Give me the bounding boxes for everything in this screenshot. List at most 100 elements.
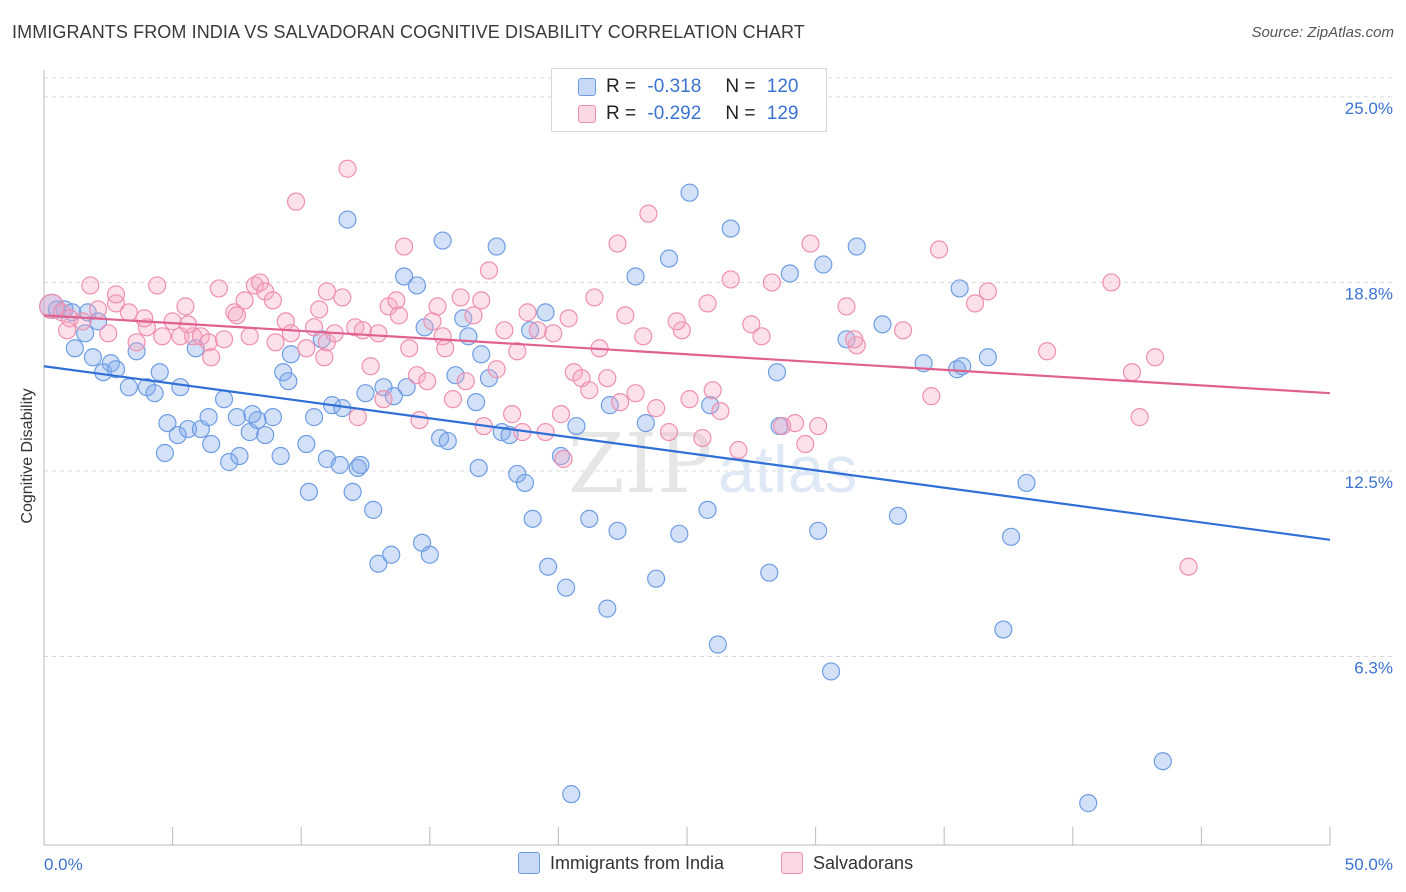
salvadoran-point xyxy=(1037,342,1057,361)
india-point xyxy=(214,390,234,409)
salvadoran-point xyxy=(456,372,475,391)
salvadoran-point xyxy=(286,192,306,211)
salvadoran-point xyxy=(240,327,259,346)
india-point xyxy=(994,620,1013,639)
salvadoran-point xyxy=(214,330,234,349)
salvadoran-point xyxy=(119,303,138,322)
salvadoran-point xyxy=(667,312,686,331)
salvadoran-point xyxy=(672,321,691,340)
salvadoran-point xyxy=(647,399,666,418)
india-point xyxy=(466,393,486,412)
india-point xyxy=(523,509,542,528)
r-label: R = xyxy=(606,103,637,124)
india-point xyxy=(1017,473,1036,493)
salvadoran-point xyxy=(929,240,949,259)
salvadoran-point xyxy=(436,339,455,358)
india-point xyxy=(230,446,249,466)
india-point xyxy=(647,569,666,588)
legend-item-salvadoran[interactable]: Salvadorans xyxy=(781,852,913,874)
salvadoran-point xyxy=(443,390,463,409)
india-point xyxy=(227,408,246,427)
salvadoran-point xyxy=(225,303,244,322)
india-point xyxy=(809,521,828,540)
salvadoran-point xyxy=(281,324,301,343)
india-point xyxy=(539,557,558,576)
salvadoran-point xyxy=(580,381,599,400)
india-point xyxy=(670,524,689,543)
salvadoran-point xyxy=(99,324,118,343)
salvadoran-point xyxy=(801,234,820,253)
legend-row-salvadoran: R = -0.292 N = 129 xyxy=(578,102,798,126)
salvadoran-point xyxy=(503,405,522,424)
salvadoran-point xyxy=(472,291,491,310)
salvadoran-point xyxy=(418,372,437,391)
india-point xyxy=(888,506,908,525)
salvadoran-point xyxy=(616,306,635,325)
salvadoran-point xyxy=(1102,273,1121,292)
y-tick-label: 25.0% xyxy=(1345,99,1393,118)
salvadoran-point xyxy=(608,234,627,253)
salvadoran-point xyxy=(400,339,419,358)
india-point xyxy=(521,321,540,340)
salvadoran-swatch xyxy=(578,105,596,123)
x-tick-label-min: 0.0% xyxy=(44,855,83,874)
india-point xyxy=(199,408,218,427)
salvadoran-legend-swatch xyxy=(781,852,803,874)
india-point xyxy=(708,635,727,654)
salvadoran-point xyxy=(978,282,998,301)
salvadoran-point xyxy=(163,312,182,331)
india-point xyxy=(271,446,290,466)
salvadoran-point xyxy=(317,282,337,301)
salvadoran-point xyxy=(333,288,352,307)
salvadoran-point xyxy=(479,261,499,280)
salvadoran-point xyxy=(559,309,578,328)
salvadoran-point xyxy=(407,366,427,385)
india-point xyxy=(837,330,856,349)
india-point xyxy=(263,408,283,427)
india-point xyxy=(394,267,414,286)
salvadoran-point xyxy=(585,288,604,307)
india-point xyxy=(178,419,198,439)
india-point xyxy=(454,309,473,328)
india-point xyxy=(279,372,298,391)
chart-title: IMMIGRANTS FROM INDIA VS SALVADORAN COGN… xyxy=(12,22,805,42)
salvadoran-point xyxy=(394,237,414,256)
legend-item-india[interactable]: Immigrants from India xyxy=(518,852,724,874)
n-label: N = xyxy=(725,103,756,124)
india-point xyxy=(515,473,535,493)
salvadoran-point xyxy=(135,309,154,328)
india-point xyxy=(780,264,799,283)
salvadoran-point xyxy=(785,413,805,433)
india-point xyxy=(1153,752,1172,771)
salvadoran-point xyxy=(495,321,514,340)
salvadoran-point xyxy=(1179,557,1198,576)
salvadoran-trend-line xyxy=(43,314,1331,395)
india-point xyxy=(580,509,599,528)
salvadoran-point xyxy=(263,291,283,310)
india-point xyxy=(281,345,301,364)
india-point xyxy=(469,458,488,478)
salvadoran-point xyxy=(227,306,246,325)
india-point xyxy=(171,378,190,397)
india-point xyxy=(382,545,401,564)
india-point xyxy=(978,348,998,367)
india-point xyxy=(701,396,720,415)
india-point xyxy=(626,267,645,286)
salvadoran-point xyxy=(451,288,470,307)
india-point xyxy=(567,416,586,436)
india-point xyxy=(680,183,699,202)
y-tick-label: 6.3% xyxy=(1354,658,1393,677)
india-point xyxy=(608,521,627,540)
salvadoran-point xyxy=(965,294,985,313)
salvadoran-point xyxy=(361,357,380,376)
india-point xyxy=(248,410,267,430)
salvadoran-point xyxy=(893,321,913,340)
india-point xyxy=(446,366,465,385)
india-point xyxy=(1079,794,1098,813)
salvadoran-series xyxy=(39,159,1198,576)
india-point xyxy=(536,303,555,322)
india-point xyxy=(950,279,969,298)
salvadoran-point xyxy=(729,440,748,460)
n-label: N = xyxy=(725,76,756,97)
